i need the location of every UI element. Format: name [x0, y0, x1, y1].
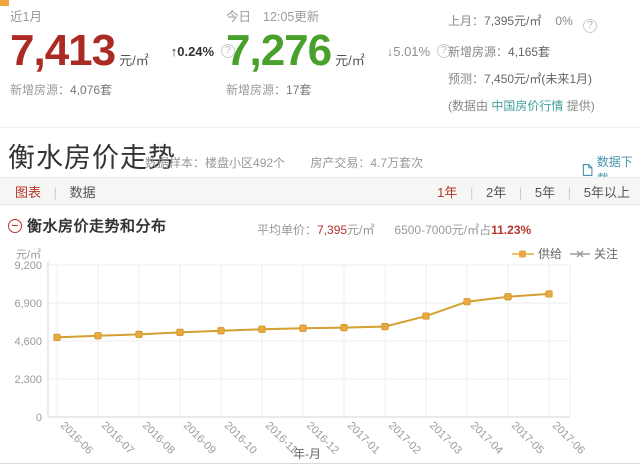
- range-divider: |: [470, 184, 474, 200]
- data-source-row: (数据由 中国房价行情 提供): [448, 99, 595, 113]
- help-icon[interactable]: ?: [437, 44, 452, 58]
- svg-text:2017-03: 2017-03: [427, 420, 464, 457]
- svg-text:2016-11: 2016-11: [263, 420, 299, 456]
- range-2y[interactable]: 2年: [486, 184, 507, 200]
- stat-recent-month: 近1月 7,413 元/㎡ ↑0.24% ? 新增房源：4,076套: [10, 6, 236, 98]
- legend-attention[interactable]: 关注: [570, 245, 618, 262]
- chart-toolbar: 图表 | 数据 1年 | 2年 | 5年 | 5年以上: [0, 177, 640, 205]
- today-change: ↓5.01%: [386, 43, 431, 59]
- svg-text:2016-07: 2016-07: [99, 420, 136, 457]
- help-icon[interactable]: ?: [583, 19, 598, 33]
- today-price: 7,276: [226, 26, 332, 75]
- svg-text:2017-02: 2017-02: [386, 420, 423, 457]
- prev-month-row: 上月：7,395元/㎡ 0% ?: [448, 12, 598, 33]
- recent-price-unit: 元/㎡: [119, 53, 149, 68]
- svg-text:2016-10: 2016-10: [222, 420, 259, 457]
- up-arrow-icon: ↑: [170, 43, 178, 59]
- today-period-label: 今日 12:05更新: [226, 10, 320, 24]
- svg-text:2016-12: 2016-12: [304, 420, 341, 457]
- supply-marker-icon: [512, 250, 534, 257]
- chart-title: 衡水房价走势和分布: [27, 218, 167, 235]
- prev-listings-row: 新增房源：4,165套: [448, 45, 551, 59]
- stat-prev-month: 上月：7,395元/㎡ 0% ? 新增房源：4,165套 预测：7,450元/㎡(…: [448, 12, 598, 124]
- range-over-5y[interactable]: 5年以上: [583, 184, 630, 200]
- range-5y[interactable]: 5年: [534, 184, 556, 200]
- range-divider: |: [518, 184, 523, 200]
- svg-text:2017-01: 2017-01: [345, 420, 382, 457]
- svg-text:2016-08: 2016-08: [140, 420, 177, 457]
- today-listings: 新增房源：17套: [226, 83, 312, 97]
- page-title: 衡水房价走势: [8, 143, 176, 173]
- document-icon: [582, 164, 593, 176]
- svg-text:9,200: 9,200: [14, 260, 42, 272]
- legend-supply[interactable]: 供给: [512, 245, 562, 262]
- x-axis-title: 年-月: [293, 447, 321, 461]
- view-tabs: 图表 | 数据: [15, 182, 96, 201]
- prev-change: 0%: [555, 14, 573, 28]
- stat-period-label: 近1月: [10, 10, 42, 24]
- svg-text:2016-09: 2016-09: [181, 420, 218, 457]
- distribution-percent: 11.23%: [491, 223, 532, 237]
- tab-divider: |: [53, 184, 58, 200]
- svg-text:0: 0: [36, 412, 42, 424]
- collapse-icon[interactable]: [8, 219, 22, 233]
- y-axis-unit: 元/㎡: [16, 249, 42, 261]
- svg-text:2,300: 2,300: [14, 374, 42, 386]
- data-source-link[interactable]: 中国房价行情: [491, 99, 564, 113]
- tab-chart[interactable]: 图表: [15, 184, 42, 200]
- tab-data[interactable]: 数据: [69, 184, 96, 200]
- today-updated-time: 12:05更新: [263, 10, 320, 24]
- recent-price: 7,413: [10, 26, 116, 75]
- svg-text:6,900: 6,900: [14, 298, 42, 310]
- svg-text:2017-05: 2017-05: [509, 420, 546, 457]
- avg-price-value: 7,395: [317, 223, 348, 237]
- corner-accent: [0, 0, 9, 6]
- range-divider: |: [567, 184, 572, 200]
- chart-legend: 供给 关注: [504, 245, 618, 262]
- svg-text:4,600: 4,600: [14, 336, 42, 348]
- help-icon[interactable]: ?: [221, 44, 236, 58]
- attention-marker-icon: [570, 250, 591, 257]
- stat-today: 今日 12:05更新 7,276 元/㎡ ↓5.01% ? 新增房源：17套: [226, 6, 452, 98]
- time-range-selector: 1年 | 2年 | 5年 | 5年以上: [437, 182, 630, 201]
- section-header: 衡水房价走势 数据样本：楼盘小区492个 房产交易：4.7万套次 数据下载: [0, 127, 640, 186]
- svg-text:2017-06: 2017-06: [550, 420, 587, 457]
- forecast-row: 预测：7,450元/㎡(未来1月): [448, 72, 593, 86]
- recent-listings: 新增房源：4,076套: [10, 83, 113, 97]
- recent-change: ↑0.24%: [170, 43, 215, 59]
- svg-text:2016-06: 2016-06: [58, 420, 95, 457]
- range-1y[interactable]: 1年: [437, 184, 458, 200]
- chart-subtitle: 平均单价：7,395元/㎡ 6500-7000元/㎡占11.23%: [257, 223, 532, 237]
- svg-text:2017-04: 2017-04: [468, 420, 505, 457]
- sample-meta: 数据样本：楼盘小区492个 房产交易：4.7万套次: [145, 156, 424, 170]
- down-arrow-icon: ↓: [386, 43, 394, 59]
- today-price-unit: 元/㎡: [335, 53, 365, 68]
